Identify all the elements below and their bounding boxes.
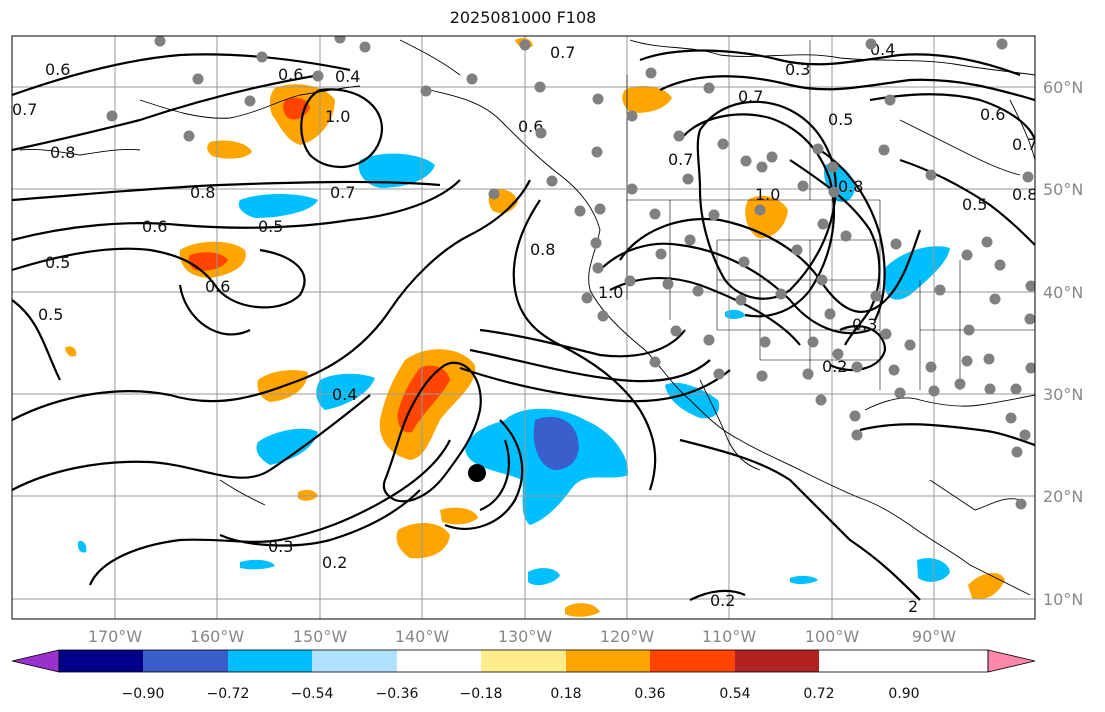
contour-label: 0.7 <box>550 43 575 62</box>
contour-label: 0.2 <box>822 357 847 376</box>
contour-label-group: 0.6 0.7 0.8 0.6 0.5 0.6 0.4 1.0 0.8 0.7 … <box>12 40 1037 616</box>
colorbar-segment <box>481 650 566 672</box>
contour-label: 0.6 <box>205 277 230 296</box>
map-panel: 0.6 0.7 0.8 0.6 0.5 0.6 0.4 1.0 0.8 0.7 … <box>12 36 1037 619</box>
contour-label: 0.2 <box>710 591 735 610</box>
colorbar-segment <box>397 650 481 672</box>
lon-tick: 170°W <box>88 627 143 646</box>
storm-center-marker <box>468 464 486 482</box>
lat-tick: 30°N <box>1043 385 1083 404</box>
contour-label: 0.6 <box>980 105 1005 124</box>
contour-label: 0.3 <box>785 60 810 79</box>
contour-label: 0.6 <box>278 65 303 84</box>
lon-tick: 130°W <box>498 627 553 646</box>
contour-label: 0.5 <box>258 217 283 236</box>
lat-tick: 50°N <box>1043 180 1083 199</box>
colorbar: −0.90 −0.72 −0.54 −0.36 −0.18 0.18 0.36 … <box>11 649 1036 702</box>
contour-label: 0.8 <box>50 143 75 162</box>
contour-label: 2 <box>908 597 918 616</box>
colorbar-tick: 0.54 <box>719 686 750 702</box>
contour-label: 0.2 <box>322 553 347 572</box>
colorbar-segment <box>566 650 650 672</box>
contour-label: 0.4 <box>335 67 360 86</box>
colorbar-tick: 0.90 <box>888 686 919 702</box>
colorbar-segment <box>59 650 143 672</box>
contour-label: 0.5 <box>962 195 987 214</box>
lon-tick: 90°W <box>912 627 956 646</box>
colorbar-tick: −0.18 <box>460 686 503 702</box>
colorbar-tick: −0.72 <box>207 686 250 702</box>
contour-label: 0.5 <box>828 110 853 129</box>
lon-axis: 170°W 160°W 150°W 140°W 130°W 120°W 110°… <box>88 627 956 646</box>
contour-label: 1.0 <box>325 107 350 126</box>
colorbar-segment <box>228 650 312 672</box>
contour-label: 1.0 <box>755 185 780 204</box>
lat-tick: 10°N <box>1043 590 1083 609</box>
contour-label: 0.8 <box>530 240 555 259</box>
colorbar-tick: 0.36 <box>634 686 665 702</box>
lat-tick: 60°N <box>1043 78 1083 97</box>
colorbar-left-extend <box>11 649 60 673</box>
contour-lines <box>12 49 1035 601</box>
contour-label: 0.7 <box>330 183 355 202</box>
map-frame <box>11 35 1036 620</box>
colorbar-segment <box>735 650 819 672</box>
contour-label: 0.8 <box>190 183 215 202</box>
contour-label: 0.5 <box>45 253 70 272</box>
colorbar-right-extend <box>987 649 1036 673</box>
contour-label: 0.7 <box>738 87 763 106</box>
lon-tick: 120°W <box>600 627 655 646</box>
lon-tick: 140°W <box>395 627 450 646</box>
contour-label: 1.0 <box>598 283 623 302</box>
contour-label: 0.6 <box>142 217 167 236</box>
lon-tick: 100°W <box>805 627 860 646</box>
contour-label: 0.8 <box>1012 185 1037 204</box>
colorbar-tick: 0.18 <box>550 686 581 702</box>
lon-tick: 150°W <box>293 627 348 646</box>
lat-axis: 60°N 50°N 40°N 30°N 20°N 10°N <box>1043 78 1083 609</box>
map-title: 2025081000 F108 <box>449 8 597 27</box>
colorbar-segment <box>143 650 228 672</box>
contour-label: 0.3 <box>852 315 877 334</box>
colorbar-tick: −0.90 <box>122 686 165 702</box>
contour-label: 0.3 <box>268 537 293 556</box>
contour-label: 0.7 <box>1012 135 1037 154</box>
colorbar-segment <box>650 650 735 672</box>
colorbar-tick: 0.72 <box>803 686 834 702</box>
contour-label: 0.4 <box>332 385 357 404</box>
colorbar-frame <box>58 649 989 673</box>
colorbar-tick: −0.54 <box>291 686 334 702</box>
contour-label: 0.5 <box>38 305 63 324</box>
lon-tick: 160°W <box>190 627 245 646</box>
contour-label: 0.7 <box>668 150 693 169</box>
contour-label: 0.8 <box>838 177 863 196</box>
lat-tick: 40°N <box>1043 283 1083 302</box>
contour-label: 0.7 <box>12 100 37 119</box>
lon-tick: 110°W <box>702 627 757 646</box>
lat-tick: 20°N <box>1043 487 1083 506</box>
station-dots <box>106 36 1035 510</box>
colorbar-segment <box>312 650 397 672</box>
colorbar-tick: −0.36 <box>376 686 419 702</box>
contour-label: 0.6 <box>45 60 70 79</box>
